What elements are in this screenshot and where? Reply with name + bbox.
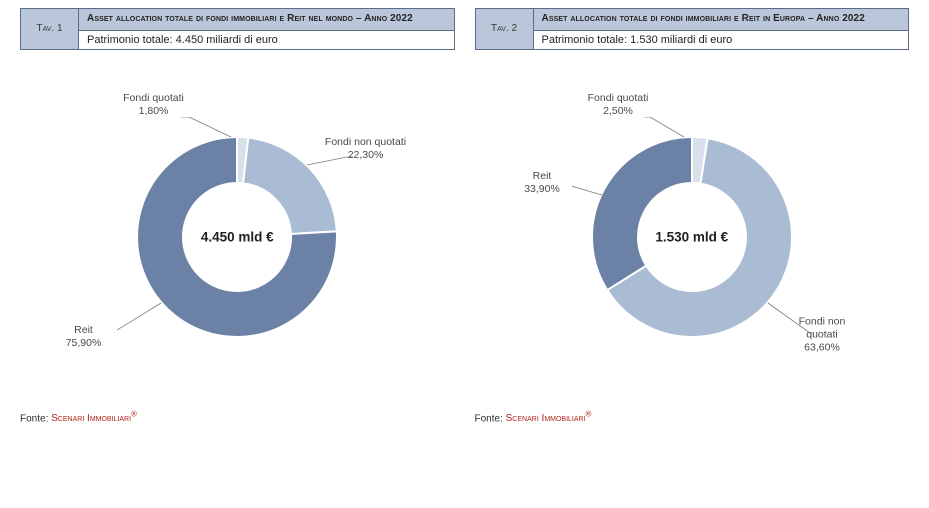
- slice-reit: [592, 137, 692, 290]
- slice-label-fondi_non_quotati: Fondi nonquotati63,60%: [799, 315, 846, 354]
- panel-tav-2: Tav. 2 Asset allocation totale di fondi …: [475, 8, 910, 424]
- slice-label-fondi_non_quotati: Fondi non quotati22,30%: [325, 136, 406, 162]
- header-subtitle-2: Patrimonio totale: 1.530 miliardi di eur…: [534, 31, 909, 49]
- source-brand-mark-2: ®: [586, 410, 592, 419]
- header-box-1: Tav. 1 Asset allocation totale di fondi …: [20, 8, 455, 50]
- source-brand-mark-1: ®: [131, 410, 137, 419]
- header-box-2: Tav. 2 Asset allocation totale di fondi …: [475, 8, 910, 50]
- slice-fondi_non_quotati: [243, 137, 337, 233]
- donut-center-label-2: 1.530 mld €: [655, 229, 728, 244]
- source-brand-1: Scenari Immobiliari®: [51, 413, 137, 424]
- header-right-1: Asset allocation totale di fondi immobil…: [79, 9, 454, 49]
- source-1: Fonte: Scenari Immobiliari®: [20, 410, 455, 424]
- header-title-1: Asset allocation totale di fondi immobil…: [79, 9, 454, 31]
- page: Tav. 1 Asset allocation totale di fondi …: [0, 0, 929, 430]
- source-brand-2: Scenari Immobiliari®: [506, 413, 592, 424]
- source-label-2: Fonte:: [475, 413, 503, 424]
- leader-reit: [117, 303, 161, 335]
- slice-label-reit: Reit33,90%: [524, 170, 560, 196]
- leader-fondi_quotati: [181, 117, 231, 137]
- header-title-2: Asset allocation totale di fondi immobil…: [534, 9, 909, 31]
- slice-label-reit: Reit75,90%: [66, 324, 102, 350]
- source-brand-text-1: Scenari Immobiliari: [51, 413, 131, 424]
- panel-tav-1: Tav. 1 Asset allocation totale di fondi …: [20, 8, 455, 424]
- donut-center-label-1: 4.450 mld €: [201, 229, 274, 244]
- tav-label-1: Tav. 1: [21, 9, 79, 49]
- leader-fondi_quotati: [644, 117, 684, 137]
- source-brand-text-2: Scenari Immobiliari: [506, 413, 586, 424]
- chart-area-1: 4.450 mld € Fondi quotati1,80% Fondi non …: [20, 50, 455, 410]
- leader-reit: [572, 185, 602, 195]
- header-right-2: Asset allocation totale di fondi immobil…: [534, 9, 909, 49]
- source-label-1: Fonte:: [20, 413, 48, 424]
- chart-area-2: 1.530 mld € Fondi quotati2,50% Fondi nonq…: [475, 50, 910, 410]
- tav-label-2: Tav. 2: [476, 9, 534, 49]
- slice-label-fondi_quotati: Fondi quotati2,50%: [588, 92, 649, 118]
- source-2: Fonte: Scenari Immobiliari®: [475, 410, 910, 424]
- slice-label-fondi_quotati: Fondi quotati1,80%: [123, 92, 184, 118]
- header-subtitle-1: Patrimonio totale: 4.450 miliardi di eur…: [79, 31, 454, 49]
